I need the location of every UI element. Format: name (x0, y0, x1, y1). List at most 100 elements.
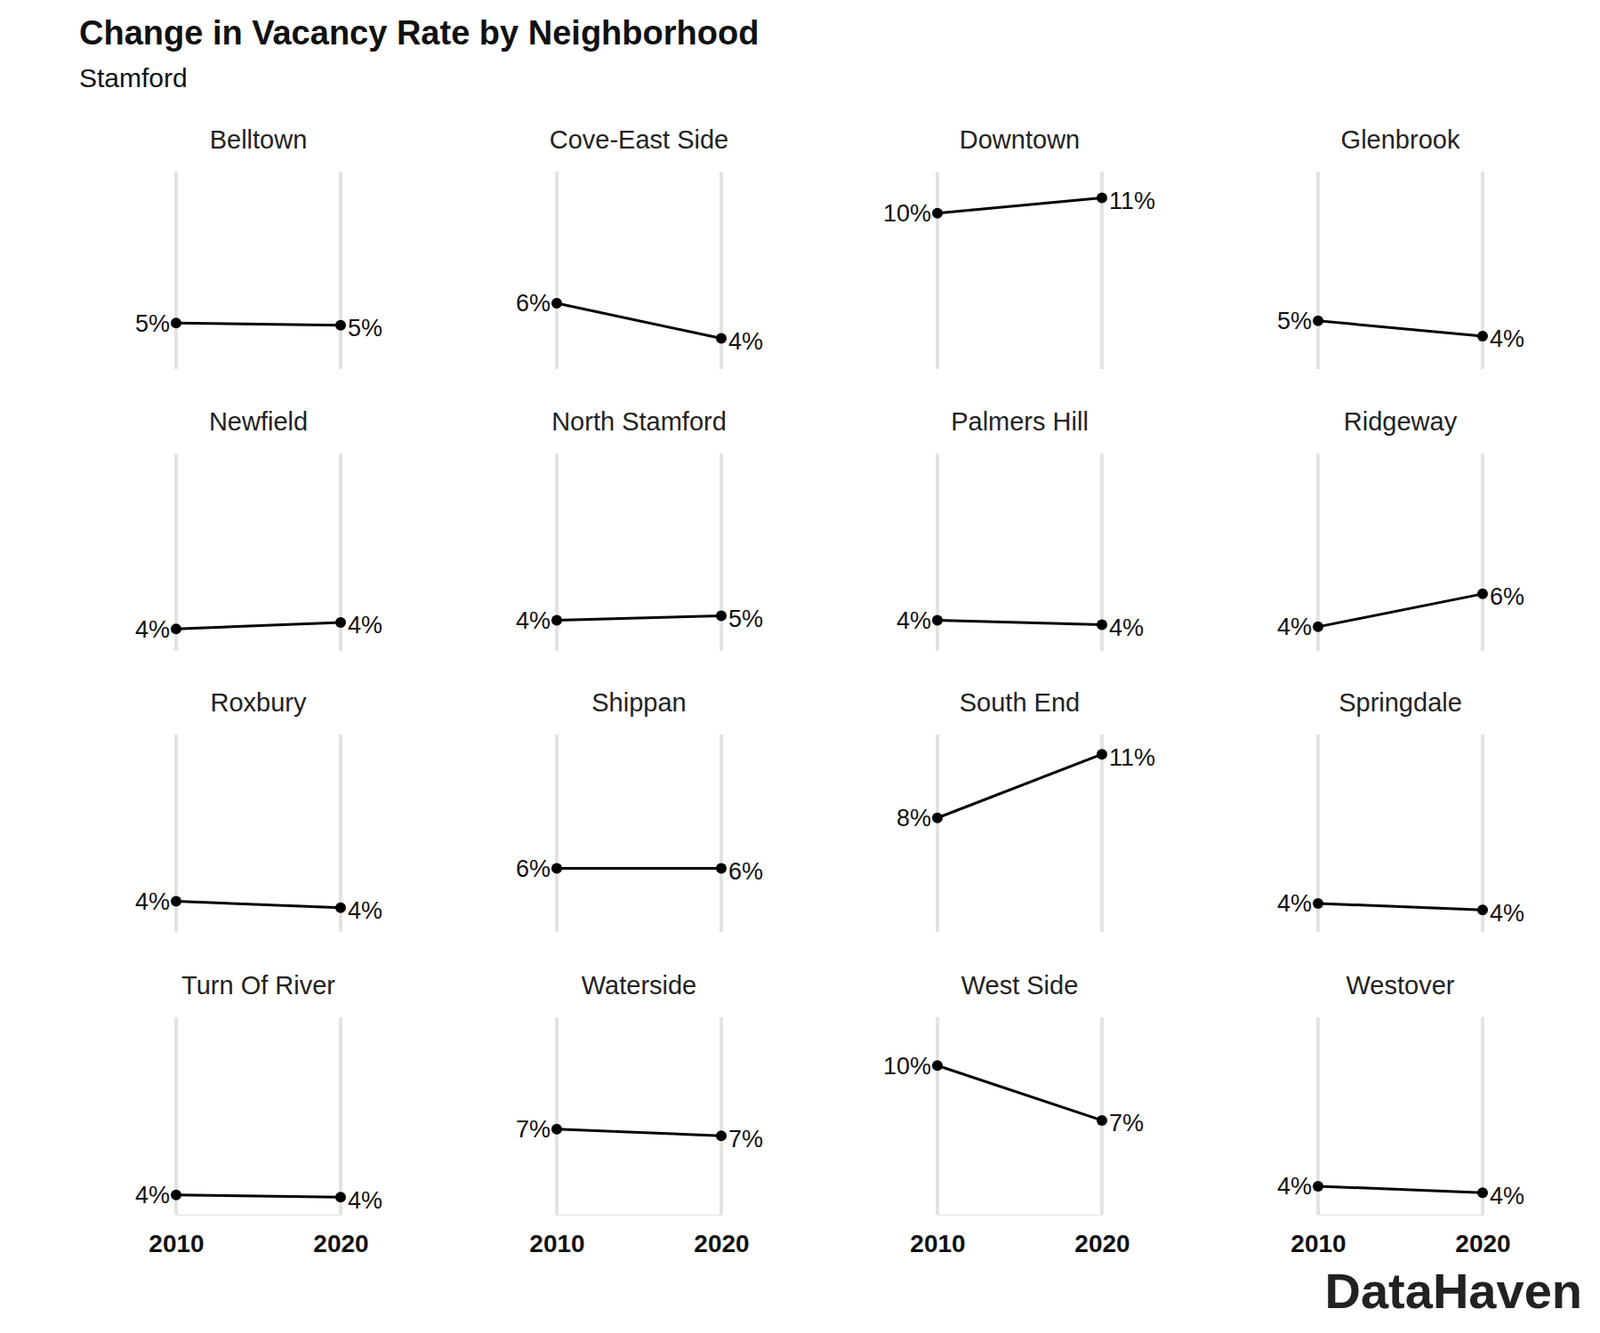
panel-title: Cove-East Side (549, 125, 730, 154)
line (176, 622, 341, 629)
panel-title: Westover (1346, 971, 1456, 1000)
marks (551, 862, 727, 874)
panel: Palmers Hill4%4% (896, 407, 1144, 652)
marks (1312, 315, 1488, 342)
data-label: 11% (1109, 187, 1156, 215)
line (1318, 1186, 1483, 1193)
tick-label: 2010 (148, 1230, 204, 1258)
data-label: 5% (135, 310, 170, 338)
point (1312, 898, 1324, 909)
tick-label: 2020 (313, 1230, 369, 1258)
data-label: 4% (896, 607, 932, 635)
panel-title: Glenbrook (1341, 125, 1461, 154)
panel: Glenbrook5%4% (1277, 125, 1525, 370)
point (932, 208, 943, 219)
tick: 2020 (693, 1214, 749, 1258)
marks (932, 614, 1108, 630)
data-label: 4% (515, 607, 551, 635)
panel: Roxbury4%4% (135, 688, 383, 933)
tick: 2010 (529, 1214, 585, 1258)
data-label: 4% (1489, 900, 1525, 927)
grid-line (174, 1017, 178, 1215)
grid-line (1316, 171, 1320, 370)
point (170, 1189, 182, 1201)
point (715, 332, 727, 344)
panel-title: Springdale (1338, 688, 1463, 717)
axis-line (557, 1214, 723, 1216)
panel: Shippan6%6% (515, 688, 764, 933)
panel: Springdale4%4% (1277, 688, 1525, 933)
panel: South End8%11% (896, 688, 1156, 933)
panel: West Side2010202010%7% (883, 971, 1144, 1258)
line (937, 619, 1102, 625)
grid-line (338, 1017, 343, 1215)
marks (551, 297, 727, 344)
data-label: 6% (1489, 583, 1525, 611)
data-label: 8% (896, 804, 932, 832)
tick: 2020 (1074, 1214, 1130, 1258)
marks (932, 1060, 1108, 1126)
panel: Ridgeway4%6% (1277, 407, 1525, 652)
line (556, 616, 722, 621)
point (335, 320, 346, 331)
data-label: 4% (135, 888, 170, 916)
marks (551, 1124, 727, 1142)
grid-line (174, 171, 178, 370)
point (1096, 619, 1108, 630)
grid-line (935, 171, 940, 370)
panel-title: Waterside (581, 971, 697, 1000)
marks (170, 1189, 346, 1203)
panel: Waterside201020207%7% (515, 971, 764, 1258)
line (937, 754, 1102, 819)
line (1318, 321, 1483, 337)
data-label: 4% (135, 1181, 170, 1209)
point (715, 1130, 727, 1142)
point (1096, 748, 1108, 760)
line (1318, 594, 1483, 628)
tick: 2010 (148, 1214, 204, 1258)
point (932, 812, 943, 824)
point (1096, 192, 1108, 204)
data-label: 4% (1489, 1182, 1525, 1210)
tick: 2020 (1455, 1214, 1511, 1258)
data-label: 10% (883, 1053, 932, 1080)
data-label: 5% (347, 314, 383, 342)
line (937, 1065, 1102, 1121)
data-label: 6% (728, 858, 764, 885)
point (170, 623, 182, 635)
axis-line (176, 1214, 342, 1216)
data-label: 5% (1277, 307, 1312, 335)
marks (170, 617, 346, 635)
data-label: 4% (347, 1187, 383, 1215)
panel: Cove-East Side6%4% (515, 125, 764, 370)
point (715, 611, 727, 622)
point (551, 614, 563, 626)
x-axis: 2010 2020 (909, 1214, 1130, 1258)
tick-label: 2010 (529, 1230, 585, 1258)
data-label: 7% (1109, 1109, 1144, 1137)
grid-line (1100, 734, 1104, 933)
point (335, 902, 346, 914)
data-label: 5% (728, 605, 764, 633)
marks (932, 192, 1108, 219)
tick-label: 2020 (693, 1230, 749, 1258)
data-label: 4% (347, 611, 383, 639)
data-label: 4% (1277, 613, 1312, 641)
data-label: 6% (515, 855, 551, 883)
point (551, 1124, 563, 1135)
caption: DataHaven (1325, 1262, 1583, 1319)
data-label: 4% (1277, 1173, 1312, 1200)
point (170, 895, 182, 907)
panel-title: Newfield (209, 407, 308, 436)
point (1477, 588, 1488, 600)
point (1477, 904, 1488, 916)
title: Change in Vacancy Rate by Neighborhood (79, 14, 759, 52)
tick-label: 2010 (909, 1230, 965, 1258)
point (1477, 330, 1488, 342)
point (551, 297, 563, 309)
marks (551, 611, 727, 627)
panel-title: Downtown (959, 125, 1080, 154)
line (176, 322, 341, 325)
grid-line (1480, 453, 1485, 652)
data-label: 4% (347, 897, 383, 925)
